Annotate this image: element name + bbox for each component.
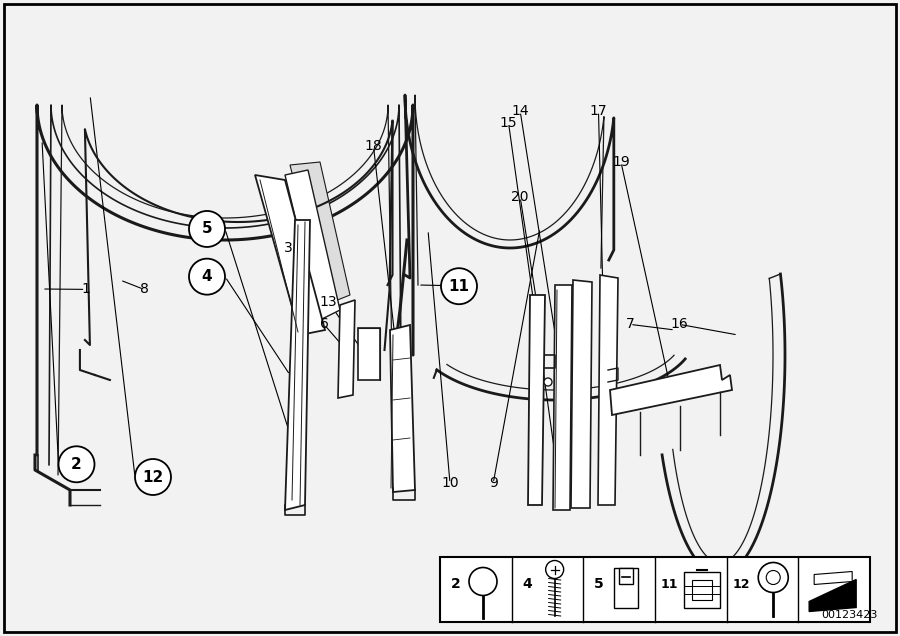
Text: 20: 20 (511, 190, 529, 204)
Text: 19: 19 (612, 155, 630, 169)
Bar (684, 572, 720, 607)
Text: 6: 6 (320, 317, 328, 331)
Text: 9: 9 (489, 476, 498, 490)
Bar (615, 567, 638, 607)
Polygon shape (610, 365, 732, 415)
Text: 5: 5 (202, 221, 212, 237)
Polygon shape (285, 220, 310, 510)
Circle shape (441, 268, 477, 304)
Circle shape (135, 459, 171, 495)
Polygon shape (809, 579, 856, 611)
Text: 14: 14 (511, 104, 529, 118)
Bar (440, 557, 870, 622)
Text: 2: 2 (451, 577, 461, 591)
Circle shape (545, 560, 563, 579)
Polygon shape (528, 295, 545, 505)
Text: 1: 1 (81, 282, 90, 296)
Circle shape (58, 446, 94, 482)
Text: 3: 3 (284, 241, 292, 255)
Circle shape (544, 378, 552, 386)
Polygon shape (553, 285, 572, 510)
Text: 8: 8 (140, 282, 148, 296)
Circle shape (469, 567, 497, 595)
Text: 15: 15 (500, 116, 518, 130)
Text: 18: 18 (364, 139, 382, 153)
Text: 4: 4 (202, 269, 212, 284)
Bar (691, 579, 712, 600)
Text: 7: 7 (626, 317, 634, 331)
Bar (358, 328, 380, 380)
Text: 12: 12 (142, 469, 164, 485)
Polygon shape (598, 275, 618, 505)
Text: 16: 16 (670, 317, 688, 331)
Polygon shape (571, 280, 592, 508)
Text: 4: 4 (523, 577, 532, 591)
Text: 12: 12 (733, 578, 750, 591)
Text: 11: 11 (661, 578, 678, 591)
Polygon shape (338, 300, 355, 398)
Text: 13: 13 (320, 295, 338, 309)
Circle shape (189, 211, 225, 247)
Bar (619, 567, 634, 583)
Circle shape (758, 562, 788, 593)
Polygon shape (285, 170, 340, 320)
Text: 00123423: 00123423 (822, 610, 878, 620)
Text: 2: 2 (71, 457, 82, 472)
Circle shape (766, 570, 780, 584)
Polygon shape (290, 162, 350, 305)
Polygon shape (814, 572, 852, 584)
Polygon shape (390, 325, 415, 492)
Circle shape (189, 259, 225, 294)
Text: 11: 11 (448, 279, 470, 294)
Text: 17: 17 (590, 104, 608, 118)
Polygon shape (255, 175, 325, 335)
Text: 5: 5 (594, 577, 604, 591)
Text: 10: 10 (441, 476, 459, 490)
